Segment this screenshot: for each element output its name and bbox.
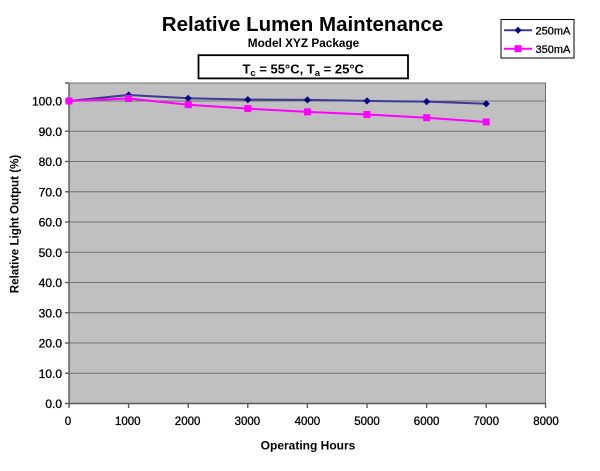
svg-text:20.0: 20.0 [39,337,63,351]
svg-text:60.0: 60.0 [39,216,63,230]
svg-text:30.0: 30.0 [39,306,63,320]
svg-text:4000: 4000 [295,416,321,428]
svg-text:2000: 2000 [175,416,201,428]
svg-text:50.0: 50.0 [39,246,63,260]
svg-text:0.0: 0.0 [45,397,62,411]
svg-text:350mA: 350mA [536,44,572,56]
svg-text:8000: 8000 [533,416,559,428]
svg-text:3000: 3000 [235,416,261,428]
svg-text:1000: 1000 [115,416,141,428]
svg-text:Operating Hours: Operating Hours [261,439,356,453]
svg-text:0: 0 [65,416,71,428]
svg-text:7000: 7000 [473,416,499,428]
svg-text:10.0: 10.0 [39,367,63,381]
svg-text:40.0: 40.0 [39,276,63,290]
svg-text:80.0: 80.0 [39,155,63,169]
svg-text:Relative Lumen Maintenance: Relative Lumen Maintenance [162,13,443,36]
svg-text:70.0: 70.0 [39,185,63,199]
svg-text:Relative Light Output (%): Relative Light Output (%) [9,155,22,294]
svg-text:90.0: 90.0 [39,125,63,139]
svg-text:250mA: 250mA [536,26,572,38]
svg-text:6000: 6000 [414,416,440,428]
svg-text:Tc = 55°C, Ta = 25°C: Tc = 55°C, Ta = 25°C [242,61,364,79]
svg-text:5000: 5000 [354,416,380,428]
svg-text:100.0: 100.0 [32,95,62,109]
svg-text:Model XYZ Package: Model XYZ Package [248,36,360,50]
